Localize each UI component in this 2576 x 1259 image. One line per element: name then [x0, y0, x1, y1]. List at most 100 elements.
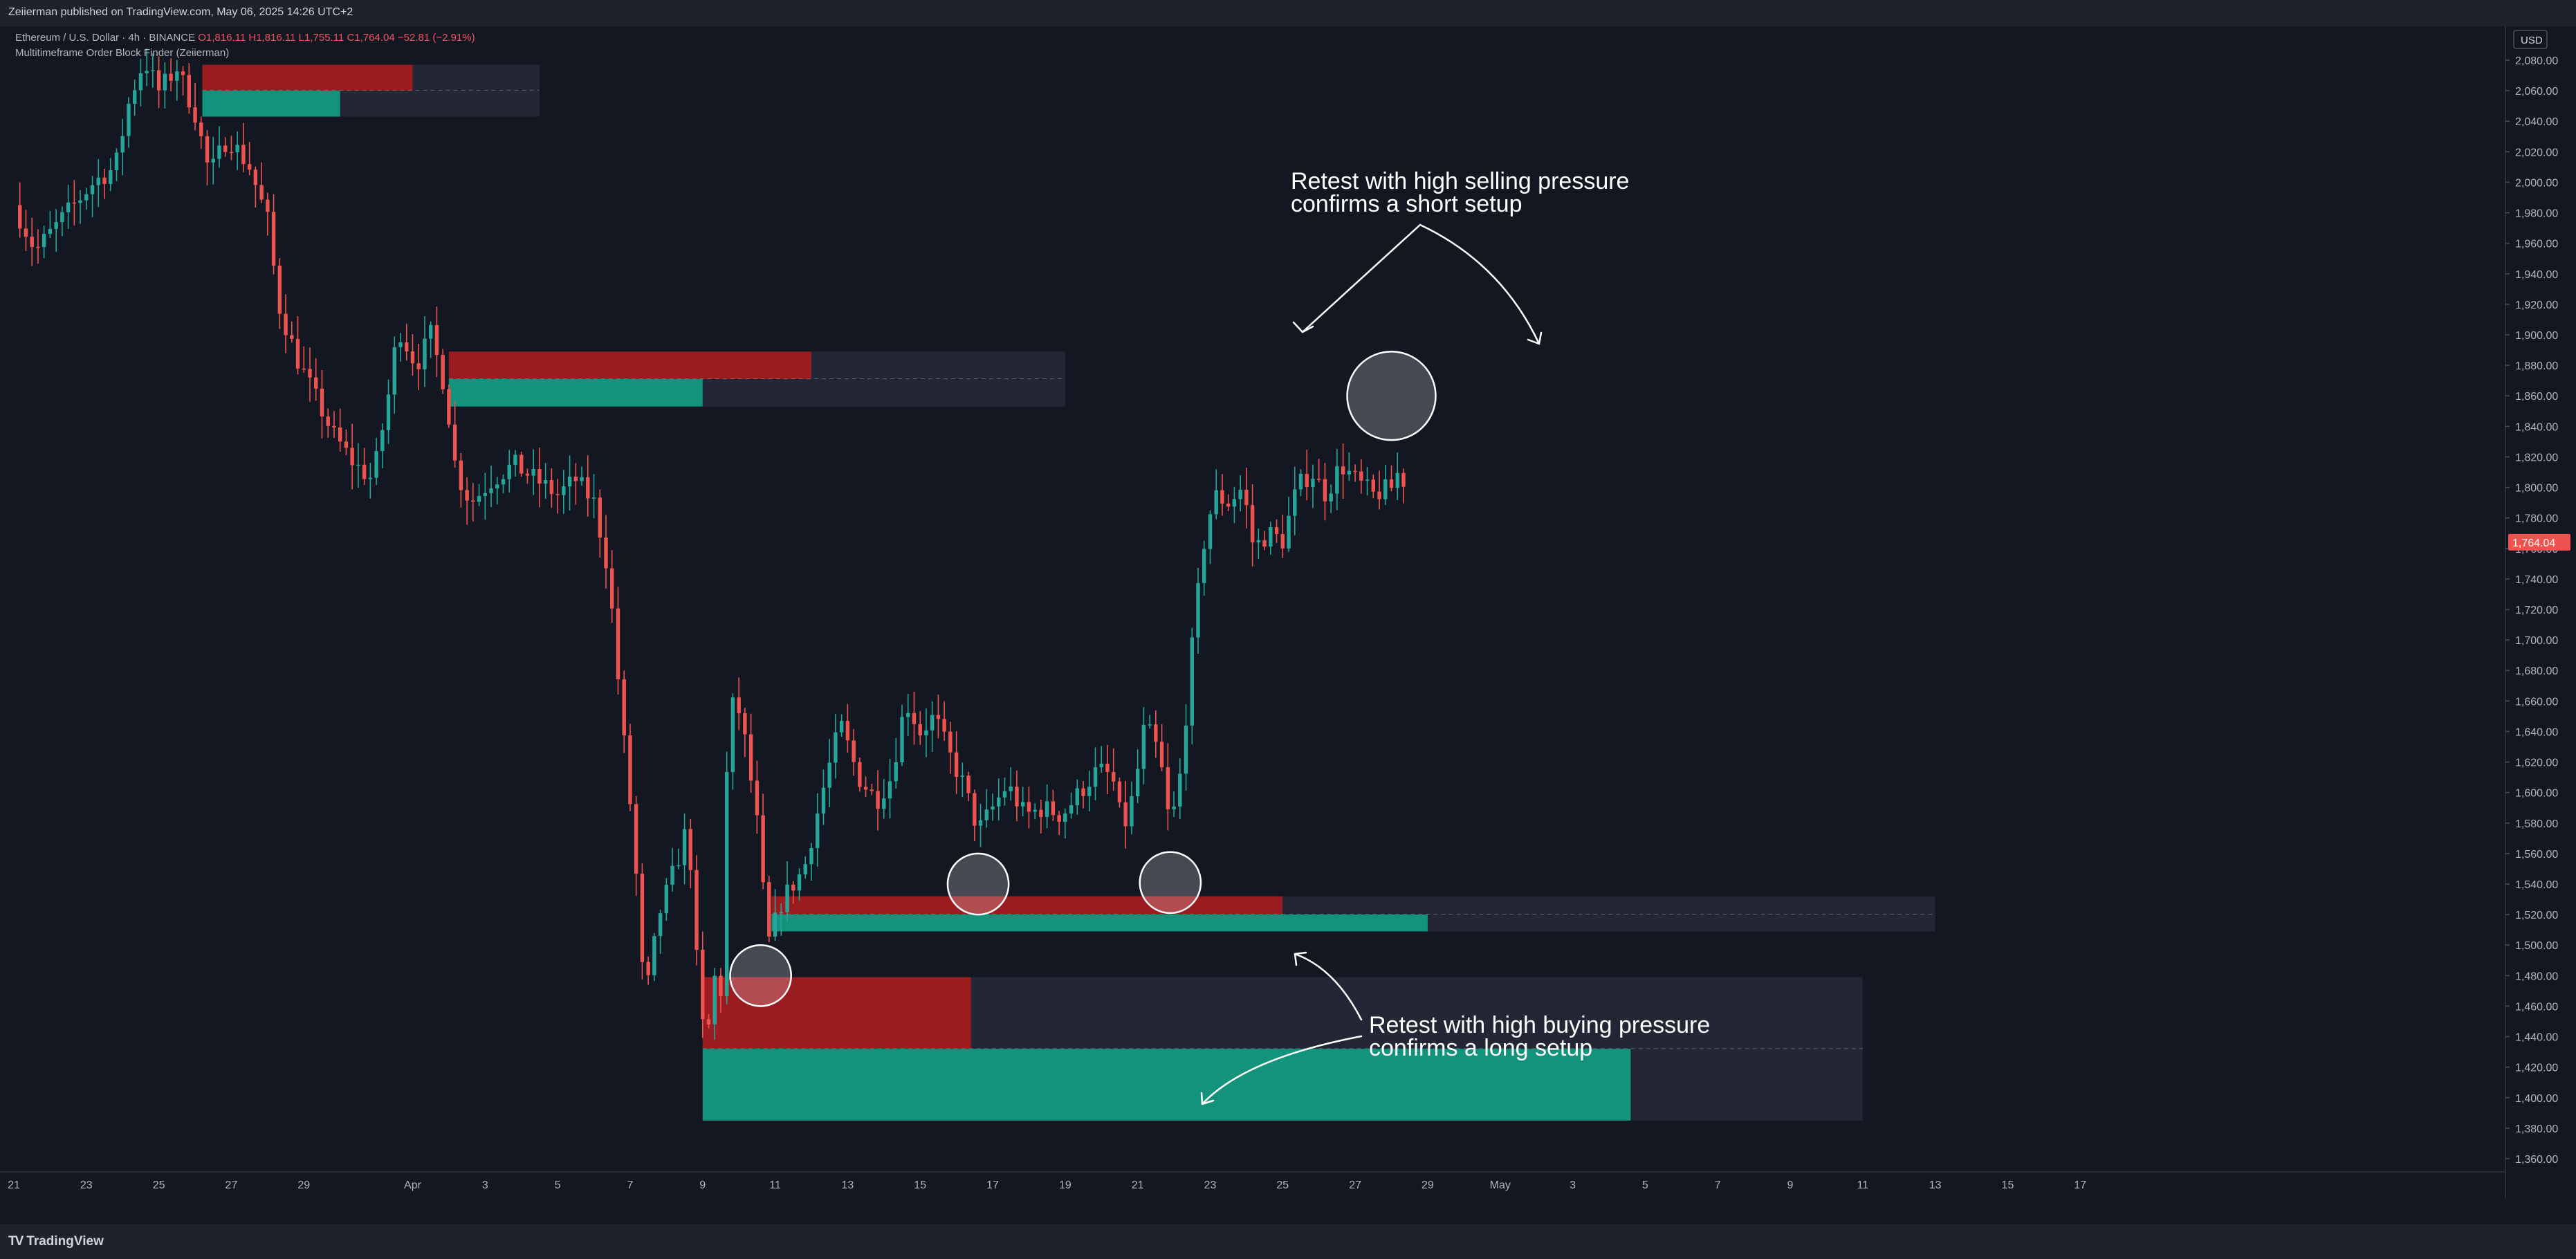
ohlc-open: O1,816.11	[198, 32, 246, 44]
bearish-candle	[314, 377, 318, 389]
bullish-candle	[507, 464, 511, 479]
bearish-candle	[271, 212, 276, 266]
bearish-candle	[320, 388, 324, 417]
bullish-candle	[392, 347, 396, 395]
bearish-candle	[362, 464, 367, 479]
order-block-layer	[202, 64, 1935, 1121]
bullish-candle	[1298, 474, 1303, 490]
bearish-candle	[737, 697, 741, 713]
bullish-candle	[1202, 549, 1206, 583]
bullish-candle	[1135, 769, 1140, 797]
bearish-candle	[598, 497, 602, 538]
bullish-candle	[1033, 809, 1037, 812]
bearish-candle	[870, 789, 874, 791]
top-bar: Zeiierman published on TradingView.com, …	[0, 0, 2576, 26]
price-tick-label: 1,640.00	[2515, 726, 2558, 738]
bearish-candle	[610, 568, 614, 609]
bullish-candle	[562, 486, 566, 495]
bearish-candle	[102, 177, 107, 185]
time-tick-label: 3	[482, 1179, 488, 1191]
time-tick-label: 5	[1642, 1179, 1648, 1191]
bullish-order-block	[702, 1049, 1631, 1121]
long-setup-arrow-up	[1294, 953, 1363, 1021]
price-tick-label: 1,900.00	[2515, 330, 2558, 342]
bearish-candle	[187, 75, 192, 108]
bearish-candle	[1316, 479, 1321, 480]
bearish-candle	[24, 228, 28, 237]
bearish-candle	[876, 791, 880, 809]
price-tick-label: 1,360.00	[2515, 1154, 2558, 1166]
bearish-candle	[471, 500, 475, 502]
bullish-candle	[887, 781, 892, 799]
price-tick-label: 1,540.00	[2515, 879, 2558, 891]
bearish-candle	[434, 324, 439, 356]
bullish-candle	[1395, 472, 1399, 488]
price-chart[interactable]: 1,360.00 1,380.00 1,400.00 1,420.00 1,440.00…	[0, 26, 2576, 1224]
price-tick-label: 1,680.00	[2515, 665, 2558, 677]
bearish-candle	[586, 477, 590, 499]
bullish-order-block	[448, 378, 703, 407]
bullish-candle	[1178, 773, 1182, 807]
bearish-candle	[266, 199, 270, 212]
price-tick-label: 1,820.00	[2515, 452, 2558, 463]
price-tick-label: 1,500.00	[2515, 940, 2558, 952]
bullish-candle	[211, 158, 215, 163]
bullish-candle	[513, 454, 517, 465]
time-tick-label: 27	[226, 1179, 238, 1191]
price-tick-label: 1,800.00	[2515, 483, 2558, 495]
price-tick-label: 1,980.00	[2515, 208, 2558, 220]
bearish-candle	[858, 762, 862, 787]
bearish-candle	[332, 425, 336, 428]
bullish-candle	[803, 864, 807, 874]
tradingview-brand[interactable]: TV TradingView	[8, 1234, 104, 1249]
bearish-candle	[459, 460, 463, 490]
bearish-candle	[646, 962, 650, 975]
bullish-candle	[797, 874, 802, 891]
bullish-candle	[658, 913, 663, 937]
bullish-candle	[1329, 493, 1333, 502]
bullish-candle	[368, 477, 373, 479]
bearish-candle	[441, 355, 445, 389]
bullish-candle	[1365, 479, 1370, 481]
publisher-info: Zeiierman published on TradingView.com, …	[8, 6, 353, 18]
bearish-candle	[259, 185, 264, 200]
bullish-candle	[151, 70, 155, 72]
brand-name: TradingView	[26, 1234, 104, 1249]
bullish-candle	[217, 145, 221, 159]
price-tick-label: 1,960.00	[2515, 239, 2558, 250]
bearish-candle	[284, 313, 288, 336]
bullish-candle	[1214, 490, 1218, 515]
bearish-order-block	[702, 977, 971, 1049]
bearish-candle	[1117, 781, 1122, 802]
time-tick-label: 11	[1857, 1179, 1869, 1191]
retest-marker-circle	[946, 852, 1010, 916]
indicator-legend[interactable]: Multitimeframe Order Block Finder (Zeiie…	[15, 47, 230, 59]
bearish-candle	[1015, 787, 1019, 807]
price-tick-label: 1,720.00	[2515, 605, 2558, 616]
annotation-arrows-layer	[1200, 223, 1543, 1105]
bearish-candle	[344, 441, 349, 448]
bearish-candle	[1341, 466, 1345, 475]
bullish-candle	[356, 464, 360, 466]
bottom-bar: TV TradingView	[0, 1224, 2576, 1259]
bullish-candle	[712, 975, 717, 1024]
time-tick-label: 29	[297, 1179, 310, 1191]
ohlc-high: H1,816.11	[248, 32, 296, 44]
bullish-candle	[114, 152, 119, 171]
price-tick-label: 1,660.00	[2515, 696, 2558, 708]
bearish-candle	[416, 363, 421, 369]
bearish-candle	[694, 870, 699, 950]
time-tick-label: 9	[699, 1179, 706, 1191]
symbol-info: Ethereum / U.S. Dollar · 4h · BINANCE	[15, 32, 196, 44]
bearish-candle	[1305, 474, 1309, 488]
candles-layer	[18, 48, 1406, 1040]
symbol-legend[interactable]: Ethereum / U.S. Dollar · 4h · BINANCE O1…	[15, 32, 475, 44]
bearish-candle	[936, 715, 941, 719]
bullish-candle	[978, 820, 983, 826]
time-tick-label: 7	[627, 1179, 633, 1191]
bullish-candle	[1141, 724, 1146, 769]
bullish-candle	[483, 493, 488, 496]
bearish-candle	[519, 454, 524, 474]
bearish-candle	[966, 775, 970, 793]
bearish-candle	[1244, 490, 1249, 506]
